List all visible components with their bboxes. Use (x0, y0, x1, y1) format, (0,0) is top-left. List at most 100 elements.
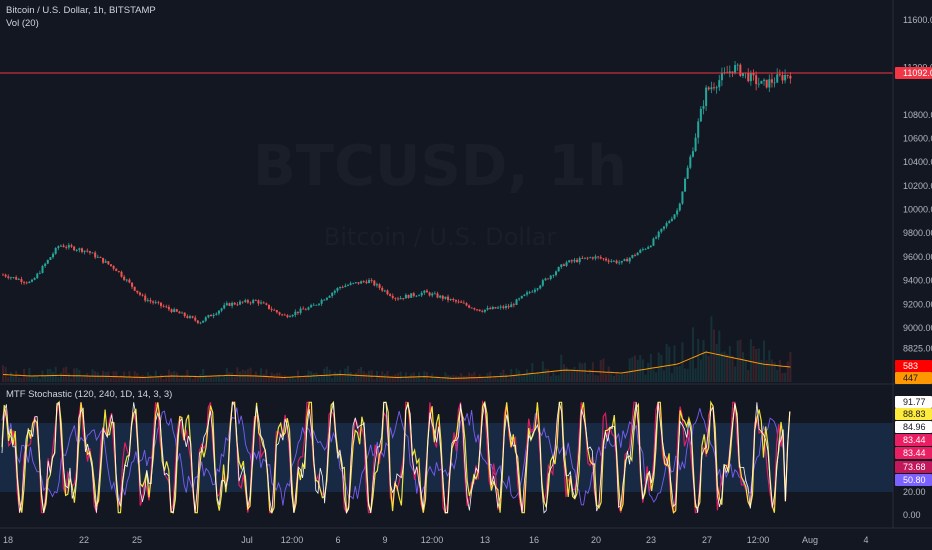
volume-bar (531, 363, 534, 382)
volume-bar (784, 372, 787, 382)
candle-body (526, 292, 529, 295)
candle-body (576, 259, 579, 263)
volume-bar (346, 365, 349, 382)
candle-body (207, 315, 210, 318)
volume-bar (325, 366, 328, 382)
volume-bar (9, 372, 12, 382)
watermark-symbol: BTCUSD, 1h (253, 134, 627, 199)
candle-body (212, 314, 215, 317)
volume-bar (591, 362, 594, 382)
volume-bar (641, 359, 644, 382)
volume-bar (457, 375, 460, 382)
volume-bar (652, 369, 655, 382)
candle-body (131, 282, 134, 287)
candle-body (412, 293, 415, 296)
candle-body (710, 87, 713, 90)
volume-bar (752, 345, 755, 382)
candle-body (481, 311, 484, 312)
candle-body (418, 295, 421, 297)
candle-body (254, 300, 257, 301)
candle-body (70, 245, 73, 247)
volume-bar (38, 378, 41, 382)
candle-body (510, 304, 513, 308)
candle-body (281, 314, 284, 316)
volume-bar (183, 377, 186, 382)
candle-body (160, 302, 163, 306)
candle-body (81, 248, 84, 252)
candle-body (17, 279, 20, 280)
candle-body (33, 278, 36, 280)
candle-body (170, 309, 173, 313)
volume-bar (718, 330, 721, 382)
volume-bar (526, 369, 529, 382)
candle-body (325, 297, 328, 300)
time-axis[interactable]: 18 22 25 Jul 12:00 6 9 12:00 13 16 20 23 27 12:00 Aug 4 (3, 535, 869, 545)
volume-bar (499, 372, 502, 382)
candle-body (652, 238, 655, 246)
candle-body (752, 72, 755, 76)
volume-bar (267, 375, 270, 382)
price-axis[interactable]: 11600.0011200.0010800.0010600.0010400.00… (903, 15, 932, 520)
candle-body (99, 256, 102, 258)
candle-body (568, 260, 571, 263)
stoch-tick-label: 0.00 (903, 510, 921, 520)
candle-body (360, 281, 363, 284)
volume-bar (109, 377, 112, 382)
volume-bar (138, 376, 141, 382)
volume-bar (523, 374, 526, 382)
candle-body (231, 302, 234, 306)
volume-bar (468, 372, 471, 382)
candle-body (196, 320, 199, 323)
volume-bar (389, 377, 392, 382)
price-candles (2, 61, 792, 325)
candle-body (763, 79, 766, 81)
volume-bar (465, 375, 468, 382)
time-tick-label: 13 (480, 535, 490, 545)
volume-bar (223, 376, 226, 382)
volume-bar (407, 376, 410, 382)
volume-bar (670, 372, 673, 382)
volume-bar (265, 369, 268, 382)
price-tick-label: 8825.00 (903, 344, 932, 354)
candle-body (312, 304, 315, 306)
candle-body (713, 87, 716, 89)
volume-bar (260, 368, 263, 382)
candle-body (373, 280, 376, 286)
candle-body (46, 259, 49, 264)
axis-badge-text: 447 (903, 373, 918, 383)
volume-bar (202, 368, 205, 382)
candle-body (436, 293, 439, 298)
candle-body (252, 300, 255, 304)
stoch-lines (1, 400, 791, 515)
candle-body (44, 263, 47, 267)
candle-body (149, 300, 152, 302)
candle-body (215, 313, 218, 315)
candle-body (781, 75, 784, 81)
volume-bar (770, 359, 773, 382)
candle-body (368, 280, 371, 284)
volume-bar (96, 372, 99, 382)
volume-bar (699, 359, 702, 382)
candle-body (73, 246, 76, 251)
volume-bar (20, 377, 23, 382)
axis-badge-text: 83.44 (903, 435, 926, 445)
volume-bar (691, 327, 694, 382)
candle-body (199, 322, 202, 324)
candle-body (789, 75, 792, 79)
candle-body (486, 307, 489, 310)
candle-body (647, 247, 650, 249)
candle-body (623, 259, 626, 261)
volume-bar (615, 373, 618, 382)
volume-bar (773, 362, 776, 382)
candle-body (439, 295, 442, 298)
candle-body (318, 303, 321, 305)
candle-body (773, 82, 776, 84)
candle-body (233, 302, 236, 305)
candle-body (786, 75, 789, 76)
candle-body (315, 304, 318, 306)
volume-bar (570, 370, 573, 382)
candle-body (239, 301, 242, 305)
candle-body (7, 276, 10, 278)
candle-body (615, 260, 618, 264)
candle-body (9, 277, 12, 279)
